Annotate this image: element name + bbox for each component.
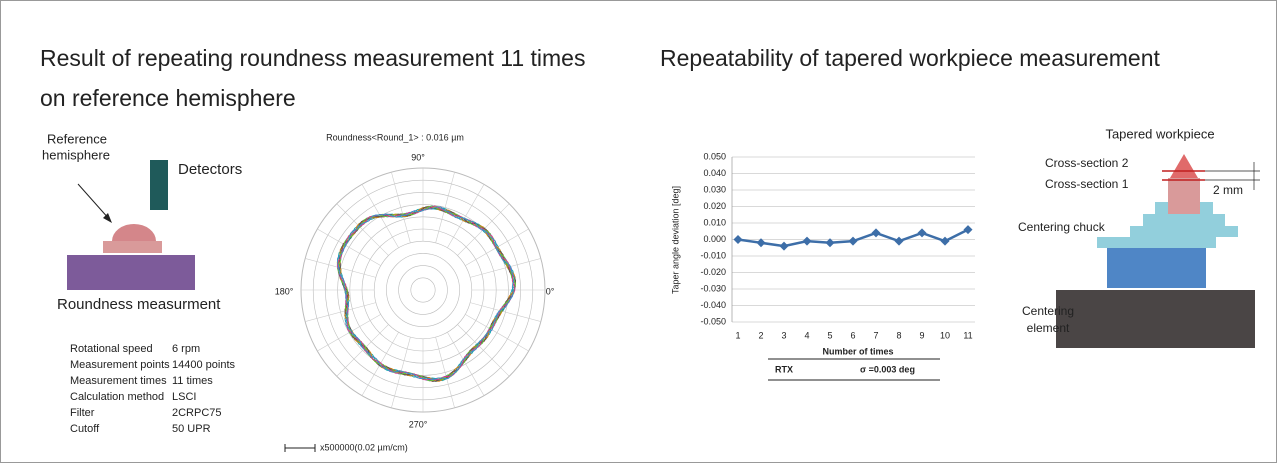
param-name: Cutoff: [70, 423, 100, 435]
param-value: 2CRPC75: [172, 407, 222, 419]
y-tick-label: 0.030: [703, 184, 726, 194]
caption: Roundness measurment: [57, 296, 221, 313]
angle-label: 0°: [546, 286, 555, 296]
angle-label: 180°: [275, 286, 294, 296]
label: element: [1027, 321, 1070, 335]
y-tick-label: 0.020: [703, 201, 726, 211]
detector: [150, 160, 168, 210]
x-axis-label: Number of times: [822, 346, 893, 356]
angle-label: 90°: [411, 152, 425, 162]
y-tick-label: 0.000: [703, 234, 726, 244]
chuck: [1130, 226, 1238, 237]
chuck: [1143, 214, 1225, 226]
y-tick-label: 0.010: [703, 217, 726, 227]
param-value: 50 UPR: [172, 423, 211, 435]
diagram-title: Tapered workpiece: [1105, 126, 1214, 141]
x-tick-label: 2: [758, 330, 763, 340]
y-tick-label: -0.010: [700, 250, 726, 260]
param-name: Calculation method: [70, 391, 164, 403]
x-tick-label: 11: [963, 330, 972, 340]
x-tick-label: 3: [781, 330, 786, 340]
param-value: 14400 points: [172, 359, 235, 371]
label: Reference: [47, 131, 107, 146]
y-tick-label: 0.050: [703, 151, 726, 161]
chuck: [1097, 237, 1216, 248]
label: Cross-section 1: [1045, 177, 1129, 191]
x-tick-label: 1: [735, 330, 740, 340]
y-axis-label: Taper angle deviation [deg]: [670, 186, 680, 294]
label: Centering chuck: [1018, 220, 1106, 234]
polar-title: Roundness<Round_1> : 0.016 µm: [326, 132, 464, 142]
label: 2 mm: [1213, 183, 1243, 197]
chuck: [1200, 202, 1213, 214]
x-tick-label: 5: [827, 330, 832, 340]
y-tick-label: 0.040: [703, 168, 726, 178]
param-value: LSCI: [172, 391, 196, 403]
label: Cross-section 2: [1045, 156, 1129, 170]
param-name: Measurement points: [70, 359, 170, 371]
label: Detectors: [178, 161, 242, 178]
plate: [103, 241, 162, 253]
workpiece: [1168, 178, 1200, 218]
centering-element: [1056, 290, 1255, 348]
x-tick-label: 9: [919, 330, 924, 340]
page: Result of repeating roundness measuremen…: [0, 0, 1277, 463]
angle-label: 270°: [409, 419, 428, 429]
param-name: Filter: [70, 407, 95, 419]
x-tick-label: 4: [804, 330, 809, 340]
footer-value: σ =0.003 deg: [860, 364, 915, 374]
label: hemisphere: [42, 147, 110, 162]
left-title: Result of repeating roundness measuremen…: [40, 45, 585, 71]
x-tick-label: 10: [940, 330, 950, 340]
x-tick-label: 6: [850, 330, 855, 340]
label: Centering: [1022, 304, 1074, 318]
left-title: on reference hemisphere: [40, 85, 296, 111]
y-tick-label: -0.040: [700, 300, 726, 310]
param-value: 11 times: [172, 375, 213, 387]
y-tick-label: -0.030: [700, 283, 726, 293]
x-tick-label: 8: [896, 330, 901, 340]
scale-label: x500000(0.02 µm/cm): [320, 442, 408, 452]
base: [67, 255, 195, 290]
y-tick-label: -0.020: [700, 267, 726, 277]
footer-name: RTX: [775, 364, 793, 374]
param-value: 6 rpm: [172, 343, 200, 355]
right-title: Repeatability of tapered workpiece measu…: [660, 45, 1160, 71]
body: [1107, 248, 1206, 288]
param-name: Rotational speed: [70, 343, 153, 355]
x-tick-label: 7: [873, 330, 878, 340]
y-tick-label: -0.050: [700, 316, 726, 326]
chuck: [1155, 202, 1168, 214]
param-name: Measurement times: [70, 375, 167, 387]
